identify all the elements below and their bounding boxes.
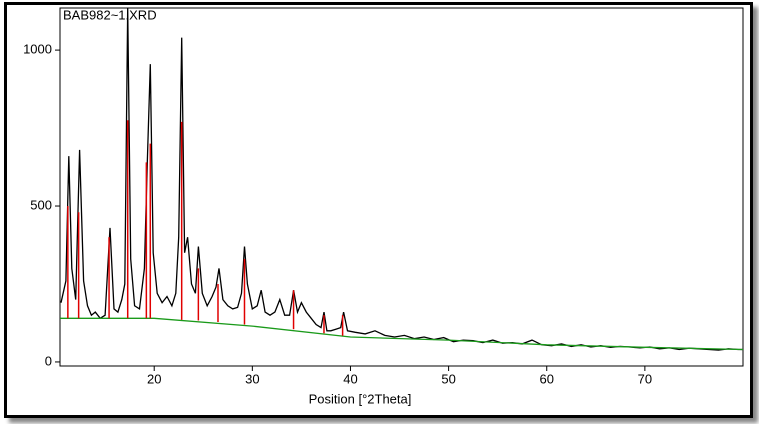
- chart-title: BAB982~1.XRD: [63, 7, 157, 22]
- x-tick-label: 30: [245, 371, 259, 386]
- y-tick-label: 1000: [23, 42, 52, 57]
- y-tick-label: 0: [45, 353, 52, 368]
- y-tick-label: 500: [30, 197, 52, 212]
- plot-group: [60, 8, 743, 351]
- line: [60, 317, 743, 351]
- x-tick-label: 40: [343, 371, 357, 386]
- x-tick-label: 60: [540, 371, 554, 386]
- line: [60, 8, 743, 351]
- x-tick-label: 20: [147, 371, 161, 386]
- x-axis-label: Position [°2Theta]: [309, 391, 412, 406]
- x-tick-label: 70: [638, 371, 652, 386]
- plot-area: [59, 7, 744, 367]
- x-tick-label: 50: [441, 371, 455, 386]
